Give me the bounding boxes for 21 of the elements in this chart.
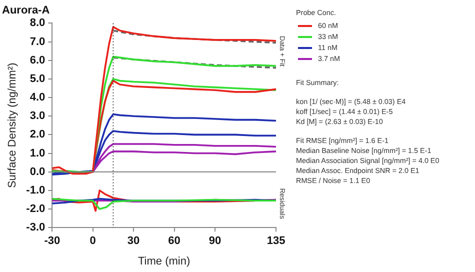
y-tick-label: 7.0 (30, 36, 46, 48)
x-tick-label: 30 (127, 235, 140, 248)
y-tick-label: 6.0 (30, 54, 46, 66)
y-tick-label: 4.0 (30, 92, 46, 104)
y-tick-label: 8.0 (30, 17, 46, 30)
y-tick-label: -2.0 (26, 203, 46, 216)
x-tick-label: -30 (44, 235, 60, 248)
y-axis-title: Surface Density (ng/mm²) (6, 62, 19, 188)
x-tick-label: 135 (266, 235, 286, 248)
y-tick-label: 1.0 (30, 147, 46, 160)
x-tick-label: 90 (208, 235, 222, 248)
x-axis-title: Time (min) (138, 255, 190, 268)
y-tick-label: 3.0 (30, 110, 46, 122)
y-tick-label: -1.0 (26, 184, 46, 196)
x-tick-label: 60 (168, 235, 180, 248)
y-tick-label: -3.0 (26, 222, 46, 234)
y-tick-label: 0.0 (30, 166, 46, 178)
y-tick-label: 2.0 (30, 128, 46, 141)
x-tick-label: 0 (90, 235, 96, 248)
chart-title: Aurora-A (2, 4, 50, 17)
y-tick-label: 5.0 (30, 72, 46, 85)
